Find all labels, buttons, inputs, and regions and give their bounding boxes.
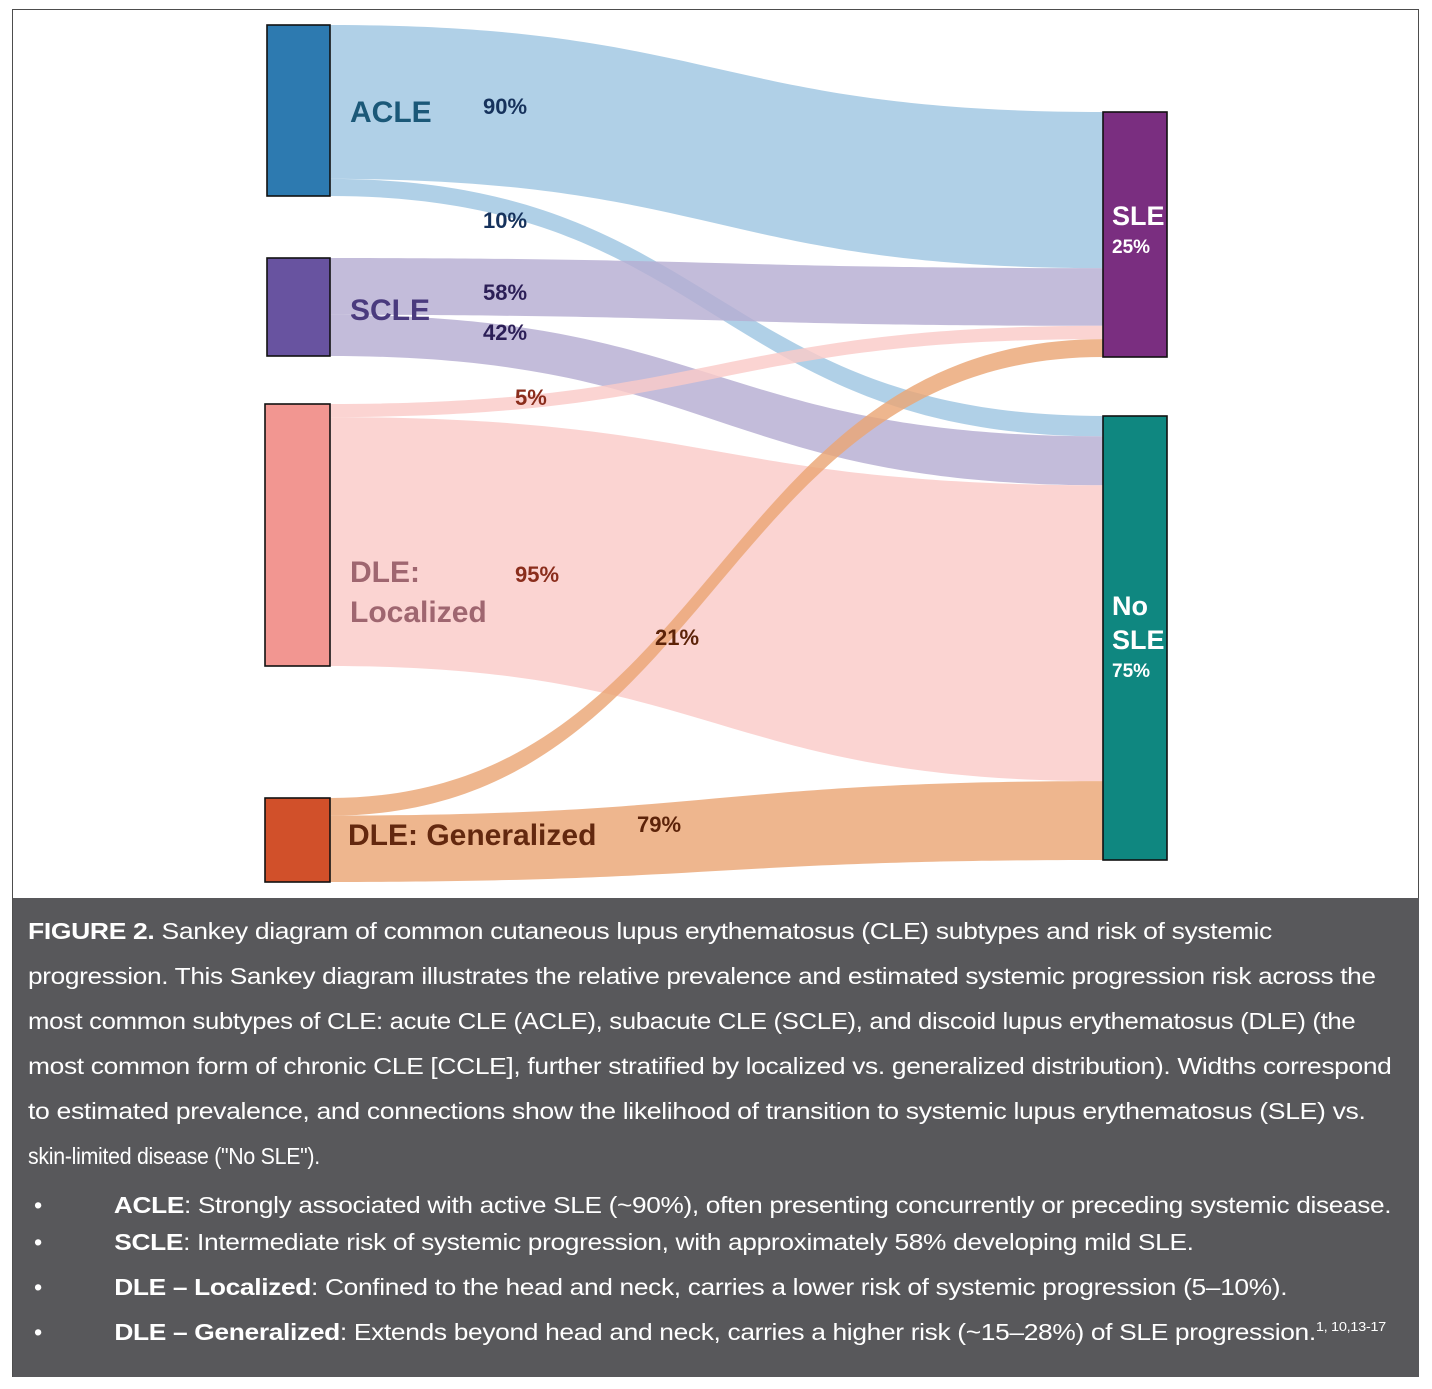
svg-text:DLE:: DLE: <box>350 556 420 589</box>
svg-text:5%: 5% <box>515 385 547 410</box>
svg-text:90%: 90% <box>483 94 527 119</box>
svg-text:79%: 79% <box>637 812 681 837</box>
svg-text:SLE: SLE <box>1112 625 1165 655</box>
svg-text:75%: 75% <box>1112 661 1150 682</box>
svg-text:21%: 21% <box>655 625 699 650</box>
svg-text:No: No <box>1112 591 1148 621</box>
svg-text:Localized: Localized <box>350 596 487 629</box>
svg-text:10%: 10% <box>483 208 527 233</box>
svg-text:SCLE: SCLE <box>350 294 430 327</box>
svg-text:58%: 58% <box>483 280 527 305</box>
svg-text:25%: 25% <box>1112 237 1150 258</box>
svg-text:SLE: SLE <box>1112 201 1165 231</box>
svg-text:42%: 42% <box>483 320 527 345</box>
svg-text:ACLE: ACLE <box>350 96 432 129</box>
svg-text:95%: 95% <box>515 562 559 587</box>
svg-text:DLE: Generalized: DLE: Generalized <box>348 819 596 852</box>
